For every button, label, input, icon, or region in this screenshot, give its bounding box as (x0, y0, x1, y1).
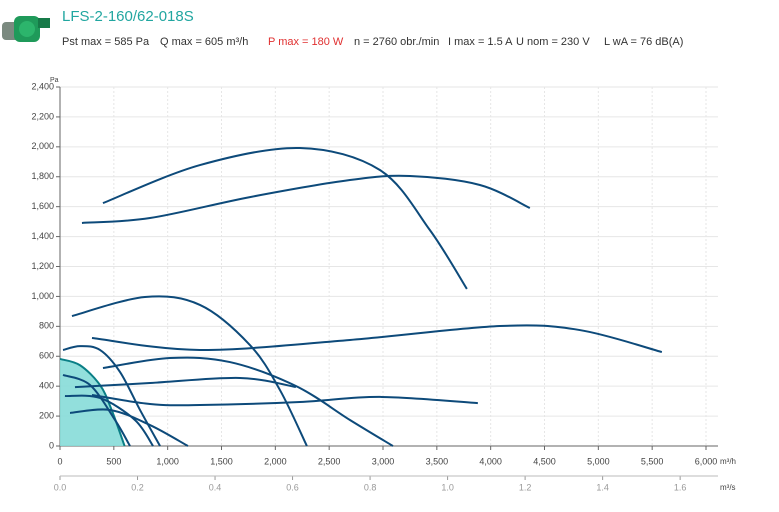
spec-item: Pst max = 585 Pa (62, 36, 150, 48)
x-tick-label: 6,000 (695, 456, 718, 466)
x2-tick-label: 1.0 (441, 482, 454, 492)
x2-tick-label: 1.6 (674, 482, 687, 492)
chart-title: LFS-2-160/62-018S (62, 8, 194, 25)
spec-item: L wA = 76 dB(A) (604, 36, 683, 48)
y-tick-label: 2,400 (31, 81, 54, 91)
y-tick-label: 400 (39, 381, 54, 391)
fan-curve (62, 345, 161, 447)
y-tick-label: 1,800 (31, 171, 54, 181)
y-axis-unit: Pa (50, 77, 59, 84)
operating-area (60, 358, 125, 446)
spec-item: U nom = 230 V (516, 36, 590, 48)
x-tick-label: 5,000 (587, 456, 610, 466)
fan-curve (64, 394, 154, 447)
x-tick-label: 5,500 (641, 456, 664, 466)
x2-tick-label: 0.2 (131, 482, 144, 492)
fan-curve (102, 356, 394, 447)
x-tick-label: 2,500 (318, 456, 341, 466)
y-tick-label: 1,000 (31, 291, 54, 301)
x2-tick-label: 0.6 (286, 482, 299, 492)
y-tick-label: 800 (39, 321, 54, 331)
x-tick-label: 4,500 (533, 456, 556, 466)
x2-tick-label: 1.2 (519, 482, 532, 492)
spec-item: I max = 1.5 A (448, 36, 513, 48)
x-tick-label: 3,500 (426, 456, 449, 466)
x-axis-unit: m³/h (720, 457, 736, 466)
spec-item: P max = 180 W (268, 36, 344, 48)
x2-tick-label: 0.4 (209, 482, 222, 492)
y-tick-label: 1,200 (31, 261, 54, 271)
fan-curve (81, 174, 531, 224)
fan-curve (62, 373, 131, 447)
x-tick-label: 3,000 (372, 456, 395, 466)
x2-tick-label: 0.8 (364, 482, 377, 492)
x-tick-label: 1,500 (210, 456, 233, 466)
y-tick-label: 600 (39, 351, 54, 361)
x-tick-label: 2,000 (264, 456, 287, 466)
y-tick-label: 0 (49, 440, 54, 450)
x2-tick-label: 0.0 (54, 482, 67, 492)
fan-curve (69, 408, 189, 447)
fan-curve (71, 295, 308, 447)
product-icon (2, 16, 50, 42)
x-tick-label: 500 (106, 456, 121, 466)
y-tick-label: 200 (39, 410, 54, 420)
x2-axis-unit: m³/s (720, 483, 736, 492)
x-tick-label: 0 (57, 456, 62, 466)
spec-line: Pst max = 585 Pa Q max = 605 m³/h P max = … (62, 36, 683, 48)
x-tick-label: 4,000 (479, 456, 502, 466)
fan-curve (91, 324, 663, 354)
fan-curve (102, 147, 468, 290)
y-tick-label: 2,000 (31, 141, 54, 151)
y-tick-label: 1,600 (31, 201, 54, 211)
x2-tick-label: 1.4 (596, 482, 609, 492)
x-tick-label: 1,000 (156, 456, 179, 466)
spec-item: n = 2760 obr./min (354, 36, 439, 48)
fan-curve (74, 376, 297, 389)
fan-curve (91, 394, 478, 407)
y-tick-label: 2,200 (31, 111, 54, 121)
y-tick-label: 1,400 (31, 231, 54, 241)
spec-item: Q max = 605 m³/h (160, 36, 248, 48)
